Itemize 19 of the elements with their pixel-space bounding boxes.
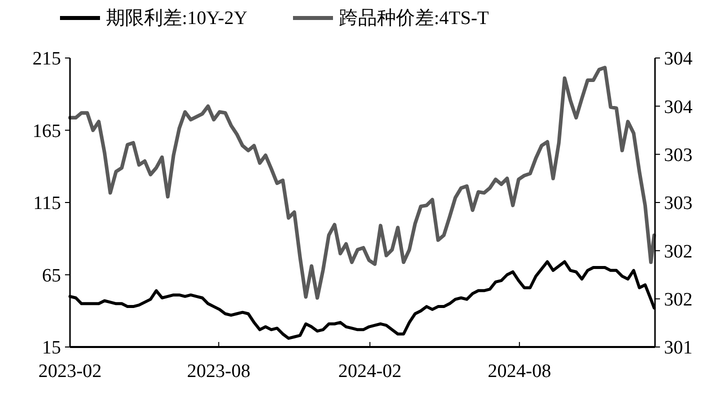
y-tick-label: 215 bbox=[32, 48, 61, 70]
y-tick-label: 115 bbox=[33, 193, 61, 214]
legend-label: 期限利差:10Y-2Y bbox=[106, 8, 248, 29]
y-tick-label: 65 bbox=[42, 265, 61, 286]
y-tick-label: 165 bbox=[32, 120, 61, 142]
y2-tick-label: 301 bbox=[664, 338, 692, 359]
y2-tick-label: 303 bbox=[664, 144, 692, 166]
y2-tick-label: 304 bbox=[664, 96, 693, 118]
y2-tick-label: 304 bbox=[664, 48, 693, 70]
x-tick-label: 2024-02 bbox=[338, 361, 402, 382]
legend-label: 跨品种价差:4TS-T bbox=[339, 8, 490, 29]
y2-tick-label: 303 bbox=[664, 193, 692, 214]
y2-tick-label: 302 bbox=[664, 241, 692, 262]
y-tick-label: 15 bbox=[42, 338, 61, 359]
x-tick-label: 2023-08 bbox=[187, 361, 250, 382]
y2-tick-label: 302 bbox=[664, 289, 692, 310]
line-series bbox=[68, 66, 656, 300]
x-tick-label: 2024-08 bbox=[488, 361, 552, 382]
x-tick-label: 2023-02 bbox=[38, 361, 102, 382]
